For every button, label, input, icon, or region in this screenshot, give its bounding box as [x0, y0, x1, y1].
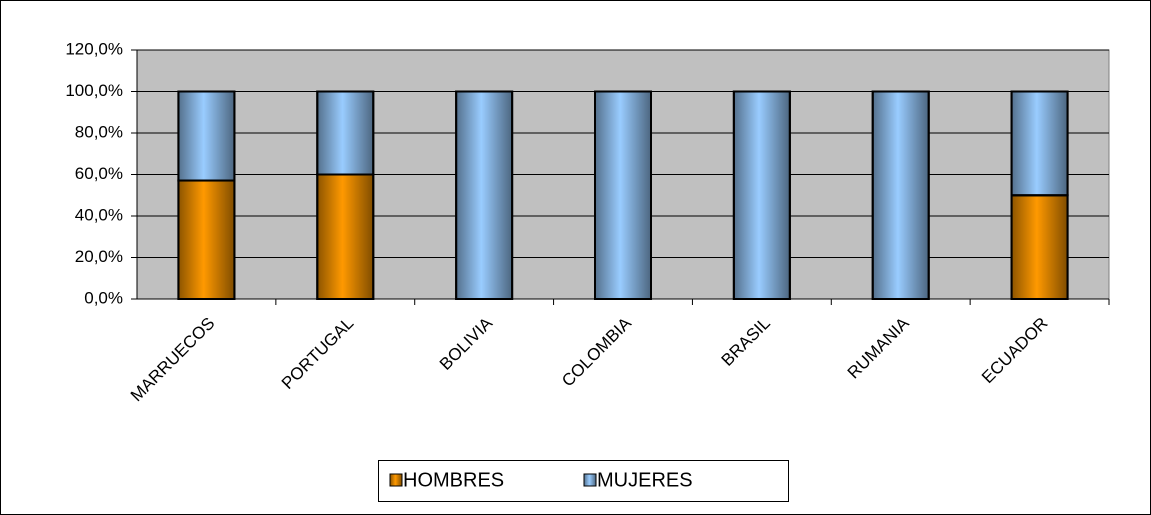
legend-label: MUJERES	[597, 469, 693, 491]
bar-shade	[1010, 194, 1069, 300]
y-tick-label: 100,0%	[65, 81, 123, 100]
bar-shade	[316, 173, 375, 300]
y-tick-label: 60,0%	[75, 164, 123, 183]
y-tick-label: 80,0%	[75, 122, 123, 141]
bar-shade	[177, 179, 236, 300]
y-tick-label: 0,0%	[84, 288, 123, 307]
y-tick-label: 40,0%	[75, 205, 123, 224]
y-tick-label: 20,0%	[75, 247, 123, 266]
bar-shade	[732, 90, 791, 300]
bar-shade	[594, 90, 652, 300]
bar-shade	[871, 90, 930, 300]
bar-shade	[316, 90, 375, 176]
bar-shade	[455, 90, 514, 300]
bar-shade	[177, 90, 236, 182]
bar-shade	[1010, 90, 1069, 197]
legend-label: HOMBRES	[403, 469, 504, 491]
legend-swatch-shade	[389, 473, 403, 487]
legend-swatch-shade	[583, 473, 597, 487]
y-tick-label: 120,0%	[65, 39, 123, 58]
